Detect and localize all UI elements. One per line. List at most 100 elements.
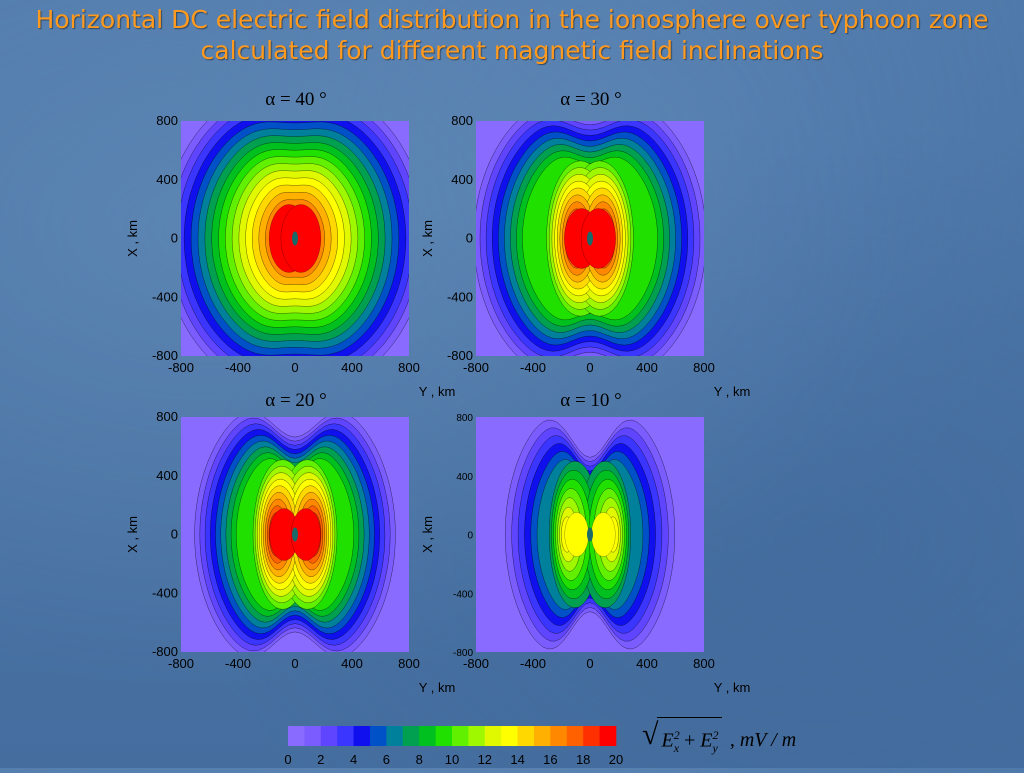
chart-panel-alpha-20: α = 20 ° -800 -400 0 400 800 -800 -400 0 400 800 Y… [124, 384, 455, 695]
x-tick-label: 0 [586, 656, 593, 671]
colorbar-swatch [288, 726, 305, 746]
x-tick-label: -400 [520, 360, 546, 375]
formula-term1-sup: 2 [673, 728, 680, 743]
chart-panel-alpha-30: α = 30 ° -800 -400 0 400 800 -800 -400 0 400 800 Y… [419, 88, 750, 399]
alpha-label: α = 30 ° [560, 89, 622, 110]
y-tick-label: 400 [456, 472, 473, 483]
colorbar-swatch [484, 726, 502, 746]
y-axis-label: X , km [420, 220, 435, 257]
formula-term1: E [661, 729, 674, 752]
colorbar-swatch [353, 726, 371, 746]
x-axis-label: Y , km [714, 680, 751, 695]
x-axis-label: Y , km [419, 680, 456, 695]
colorbar-swatch [534, 726, 551, 746]
magnitude-formula: √ E2x + E2y , mV / m [642, 717, 797, 763]
colorbar-swatch [337, 726, 354, 746]
chart-panel-alpha-10: α = 10 ° -800 -400 0 400 800 -800 -400 0 400 800 Y… [419, 384, 750, 695]
x-tick-label: 800 [398, 656, 420, 671]
x-tick-label: -800 [463, 360, 489, 375]
colorbar-swatch [583, 726, 600, 746]
slide-title-line2: calculated for different magnetic field … [200, 36, 824, 65]
colorbar-tick-label: 18 [576, 752, 590, 767]
x-tick-label: -400 [225, 656, 251, 671]
colorbar-swatch [402, 726, 420, 746]
y-tick-label: 0 [171, 527, 178, 542]
central-minimum [587, 527, 593, 542]
y-tick-label: 800 [156, 113, 178, 128]
x-tick-label: 400 [341, 656, 363, 671]
radical-sign: √ [642, 718, 659, 752]
x-axis-label: Y , km [419, 384, 456, 399]
peak-lobe [591, 512, 616, 557]
x-tick-label: 400 [636, 360, 658, 375]
colorbar-swatch [599, 726, 617, 746]
y-tick-label: 400 [156, 468, 178, 483]
x-tick-label: 400 [341, 360, 363, 375]
sqrt-expression: √ E2x + E2y [642, 717, 722, 763]
contour-plot-area [476, 417, 704, 652]
contour-plot-area [181, 121, 409, 356]
colorbar-tick-label: 20 [609, 752, 623, 767]
y-tick-label: -400 [453, 589, 473, 600]
central-minimum [292, 527, 298, 542]
peak-lobe [580, 208, 616, 269]
colorbar-swatch [517, 726, 535, 746]
peak-lobe [280, 204, 322, 273]
y-axis-label: X , km [125, 220, 140, 257]
chart-panel-alpha-40: α = 40 ° -800 -400 0 400 800 -800 -400 0 400 800 Y… [124, 88, 455, 399]
colorbar-tick-label: 16 [543, 752, 557, 767]
formula-term2-sup: 2 [712, 728, 719, 743]
y-tick-label: -400 [447, 289, 473, 304]
colorbar-tick-label: 12 [478, 752, 492, 767]
peak-lobe [564, 512, 589, 557]
y-tick-label: -800 [453, 648, 473, 659]
y-tick-label: 0 [467, 531, 473, 542]
y-tick-label: 400 [451, 172, 473, 187]
x-tick-label: -400 [225, 360, 251, 375]
formula-term1-sub: x [673, 740, 680, 755]
colorbar-swatch [320, 726, 338, 746]
x-tick-label: 800 [398, 360, 420, 375]
formula-plus: + [684, 729, 696, 752]
alpha-label: α = 40 ° [265, 89, 327, 110]
alpha-label: α = 10 ° [560, 390, 622, 411]
x-tick-label: 800 [693, 360, 715, 375]
colorbar-tick-label: 2 [317, 752, 324, 767]
contour-plot-area [476, 121, 704, 356]
x-tick-label: 800 [693, 656, 715, 671]
central-minimum [292, 231, 298, 246]
y-tick-label: 800 [156, 409, 178, 424]
y-axis-label: X , km [125, 516, 140, 553]
colorbar: 0 2 4 6 8 10 12 14 16 18 20 [280, 722, 630, 773]
formula-term2: E [700, 729, 713, 752]
x-tick-label: 400 [636, 656, 658, 671]
formula-unit: , mV / m [729, 728, 797, 751]
peak-lobe [290, 508, 321, 561]
x-tick-label: -800 [168, 656, 194, 671]
colorbar-swatch [370, 726, 387, 746]
x-tick-label: 0 [291, 656, 298, 671]
x-tick-label: 0 [291, 360, 298, 375]
colorbar-tick-label: 0 [284, 752, 291, 767]
colorbar-svg: 0 2 4 6 8 10 12 14 16 18 20 [284, 726, 623, 767]
colorbar-tick-label: 10 [445, 752, 459, 767]
colorbar-swatch [419, 726, 436, 746]
colorbar-swatch [386, 726, 404, 746]
colorbar-swatch [468, 726, 486, 746]
slide-title: Horizontal DC electric field distributio… [0, 4, 1024, 66]
x-tick-label: -800 [168, 360, 194, 375]
radicand: E2x + E2y [657, 717, 722, 763]
colorbar-tick-label: 6 [383, 752, 390, 767]
y-tick-label: -400 [152, 289, 178, 304]
contour-chart: -800 -400 0 400 800 -800 -400 0 400 800 Y , km X , … [125, 409, 455, 695]
colorbar-swatch [452, 726, 469, 746]
contour-chart: -800 -400 0 400 800 -800 -400 0 400 800 Y , km X , … [420, 113, 750, 399]
y-tick-label: 0 [466, 231, 473, 246]
y-tick-label: 400 [156, 172, 178, 187]
x-tick-label: -400 [520, 656, 546, 671]
colorbar-tick-label: 8 [416, 752, 423, 767]
contour-plot-area [181, 417, 409, 652]
colorbar-swatch [550, 726, 568, 746]
colorbar-tick-label: 4 [350, 752, 357, 767]
alpha-label: α = 20 ° [265, 390, 327, 411]
